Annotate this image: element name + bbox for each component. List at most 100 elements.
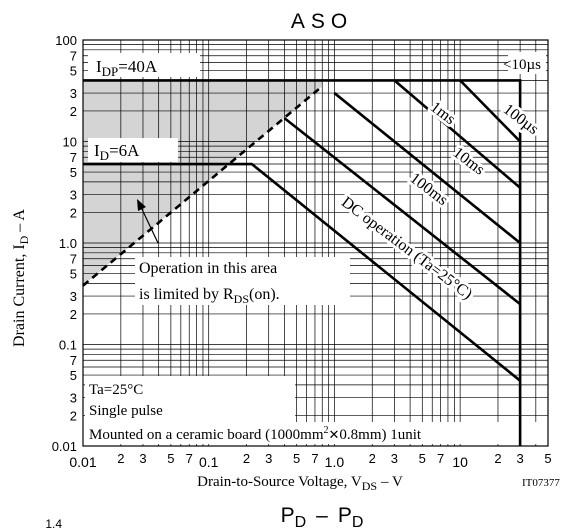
- y-tick-label: 5: [70, 64, 77, 79]
- svg-text:Drain Current, ID– A: Drain Current, ID – A: [11, 209, 31, 347]
- annotation-arrow-line: [139, 204, 159, 244]
- mount-x: ✕: [329, 428, 340, 443]
- x-axis-label-text: Drain-to-Source Voltage, V: [197, 474, 362, 490]
- lt10us-label-bg: [508, 52, 546, 74]
- x-tick-label: 3: [391, 451, 398, 466]
- id-label-sub: D: [100, 148, 109, 163]
- x-tick-label: 3: [139, 451, 146, 466]
- op-label-bg: [135, 257, 350, 305]
- x-tick-label: 5: [419, 451, 426, 466]
- x-tick-label: 3: [265, 451, 272, 466]
- operation-note-line1: Operation in this area: [139, 260, 277, 277]
- x-tick-label: 5: [167, 451, 174, 466]
- svg-text:Drain-to-Source Voltage, VDS–: Drain-to-Source Voltage, VDS – V: [197, 474, 403, 493]
- x-tick-label: 2: [494, 451, 501, 466]
- next-title-a: P: [281, 504, 295, 527]
- x-tick-label: 2: [243, 451, 250, 466]
- x-tick-label: 2: [369, 451, 376, 466]
- next-chart-tick: 1.4: [45, 517, 62, 530]
- op-note-b: (on).: [249, 286, 280, 303]
- x-tick-label: 5: [293, 451, 300, 466]
- id-label-main: I: [94, 141, 100, 160]
- y-tick-label: 5: [70, 165, 77, 180]
- x-tick-label: 10: [452, 454, 468, 470]
- series-label-1ms: 1ms: [427, 99, 459, 129]
- y-tick-label: 2: [70, 205, 77, 220]
- y-axis-label-sub: D: [17, 235, 31, 244]
- series-line: [283, 117, 521, 306]
- y-tick-label: 0.01: [52, 439, 77, 454]
- id-label-bg: [88, 138, 178, 162]
- idp-label: IDP=40A: [96, 57, 158, 79]
- y-tick-label: 3: [70, 391, 77, 406]
- series-line: [83, 79, 522, 446]
- series-label-100ms: 100ms: [407, 170, 451, 209]
- next-title-a-sub: D: [295, 514, 307, 530]
- mount-a: Mounted on a ceramic board (1000mm: [89, 427, 324, 443]
- figure-code: IT07377: [522, 477, 560, 489]
- x-tick-label: 7: [186, 451, 193, 466]
- y-tick-label: 100: [55, 33, 77, 48]
- y-axis-label-unit: – A: [11, 209, 28, 233]
- id-label-rest: =6A: [109, 141, 140, 160]
- next-chart-title: PD – PD: [281, 504, 364, 530]
- x-tick-label: 0.01: [69, 454, 96, 470]
- x-tick-label: 1.0: [325, 454, 345, 470]
- x-tick-label: 2: [117, 451, 124, 466]
- id-label: ID=6A: [94, 141, 140, 163]
- y-axis-label: Drain Current, ID – A: [11, 209, 31, 347]
- series-line: [82, 85, 324, 287]
- svg-text:PD–PD: PD – PD: [281, 504, 364, 530]
- y-tick-label: 10: [63, 135, 77, 150]
- next-title-dash: –: [316, 504, 328, 527]
- y-tick-label: 3: [70, 188, 77, 203]
- mount-sup: 2: [324, 425, 329, 436]
- idp-label-main: I: [96, 57, 102, 76]
- op-note-a: is limited by R: [139, 286, 234, 303]
- y-tick-label: 0.1: [59, 338, 77, 353]
- plot-area: 0.01 0.1 1.0 102 3 5 7 2 3 5 7 2 3 5 7 2 3 50.010.11.0101…: [52, 33, 552, 470]
- x-axis-label-sub: DS: [362, 479, 377, 493]
- x-tick-label: 3: [516, 451, 523, 466]
- idp-label-bg: [88, 53, 200, 77]
- chart-title: ASO: [291, 10, 353, 33]
- annotation-arrow-head: [137, 199, 146, 211]
- y-tick-label: 5: [70, 368, 77, 383]
- plot-frame: [82, 39, 549, 447]
- y-tick-label: 2: [70, 307, 77, 322]
- series-line: [83, 162, 521, 382]
- x-axis-label-unit: – V: [380, 474, 403, 490]
- y-tick-label: 7: [70, 252, 77, 267]
- y-tick-label: 7: [70, 150, 77, 165]
- x-tick-label: 5: [544, 451, 551, 466]
- series-label-10ms: 10ms: [450, 144, 488, 178]
- x-axis-label: Drain-to-Source Voltage, VDS – V: [197, 474, 403, 493]
- idp-label-sub: DP: [102, 64, 119, 79]
- y-tick-label: 7: [70, 353, 77, 368]
- series-line: [333, 92, 521, 245]
- next-title-b: P: [338, 504, 352, 527]
- x-tick-label: 7: [311, 451, 318, 466]
- y-axis-label-text: Drain Current, I: [11, 244, 28, 347]
- x-tick-label: 0.1: [199, 454, 219, 470]
- y-tick-label: 2: [70, 408, 77, 423]
- operation-note-line2: is limited by RDS(on).: [139, 286, 280, 306]
- series-label-dc: DC operation (Ta=25°C): [338, 194, 475, 303]
- y-tick-label: 3: [70, 86, 77, 101]
- condition-pulse: Single pulse: [89, 403, 163, 419]
- idp-label-rest: =40A: [118, 57, 158, 76]
- mount-label-bg: [85, 422, 547, 444]
- y-tick-label: 5: [70, 267, 77, 282]
- y-tick-label: 2: [70, 104, 77, 119]
- mount-b: 0.8mm) 1unit: [339, 427, 421, 443]
- y-tick-label: 7: [70, 49, 77, 64]
- condition-ta: Ta=25°C: [89, 382, 143, 398]
- condition-mounting: Mounted on a ceramic board (1000mm2✕0.8m…: [89, 425, 422, 443]
- x-tick-label: 7: [437, 451, 444, 466]
- op-note-sub: DS: [234, 292, 249, 306]
- lt10us-label: <10µs: [503, 57, 541, 73]
- series-line: [393, 79, 521, 189]
- y-tick-label: 3: [70, 289, 77, 304]
- series-line: [459, 79, 522, 143]
